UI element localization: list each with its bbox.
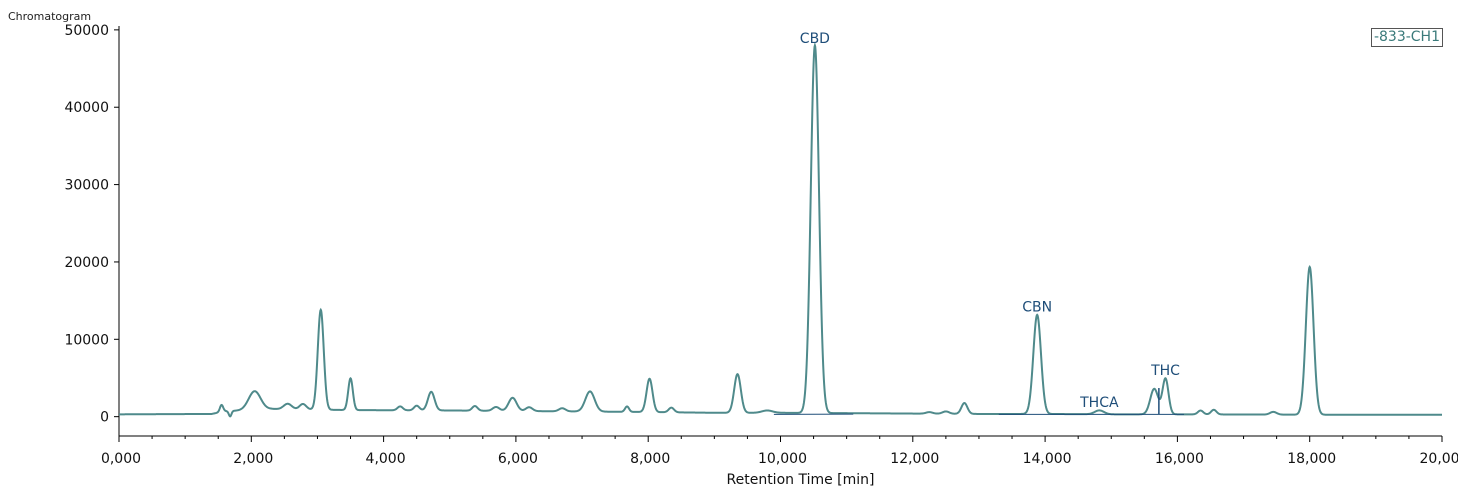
y-tick-label: 30000 — [64, 178, 109, 194]
y-tick-label: 50000 — [64, 23, 109, 39]
legend-box[interactable]: -833-CH1 — [1370, 28, 1443, 47]
y-tick-label: 20000 — [64, 255, 109, 271]
y-tick-label: 0 — [100, 410, 109, 426]
chart-labels: CBD CBN THCA THC — [800, 31, 1180, 411]
chromatogram-trace — [119, 41, 1442, 418]
window-title: Chromatogram — [8, 10, 92, 23]
chart-marks — [119, 41, 1442, 418]
x-tick-label: 0,000 — [101, 451, 141, 467]
axes: 0 10000 20000 30000 40000 50000 0,000 2,000 4,00… — [64, 23, 1458, 488]
x-tick-label: 20,000 — [1420, 451, 1458, 467]
x-tick-label: 16,000 — [1155, 451, 1204, 467]
y-tick-label: 10000 — [64, 332, 109, 348]
y-tick-label: 40000 — [64, 100, 109, 116]
peak-label: THCA — [1079, 395, 1119, 411]
x-tick-label: 8,000 — [630, 451, 670, 467]
peak-label: CBN — [1022, 300, 1052, 316]
x-axis-label: Retention Time [min] — [727, 472, 875, 488]
x-tick-label: 6,000 — [498, 451, 538, 467]
peak-label: THC — [1150, 363, 1180, 379]
x-tick-label: 18,000 — [1287, 451, 1336, 467]
x-tick-label: 14,000 — [1023, 451, 1072, 467]
x-tick-label: 12,000 — [890, 451, 939, 467]
x-tick-label: 10,000 — [758, 451, 807, 467]
peak-label: CBD — [800, 31, 830, 47]
x-tick-label: 4,000 — [366, 451, 406, 467]
x-tick-label: 2,000 — [233, 451, 273, 467]
